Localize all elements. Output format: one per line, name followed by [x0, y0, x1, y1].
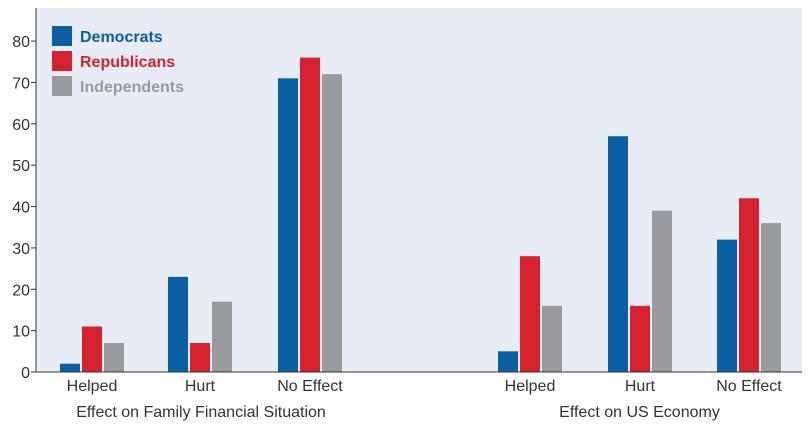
legend: Democrats Republicans Independents	[52, 26, 184, 96]
y-tick-label: 70	[12, 75, 30, 92]
bar-republicans	[630, 305, 650, 372]
y-tick-label: 40	[12, 200, 30, 217]
legend-swatch-independents	[52, 76, 72, 96]
bar-independents	[212, 301, 232, 372]
y-tick-label: 20	[12, 282, 30, 299]
y-axis: 0 10 20 30 40 50 60 70 80	[12, 8, 37, 382]
bar-republicans	[739, 198, 759, 372]
plot-area	[36, 8, 802, 372]
bar-democrats	[60, 363, 80, 372]
bar-democrats	[278, 78, 298, 373]
bar-independents	[542, 305, 562, 372]
bar-republicans	[520, 256, 540, 372]
group-label: Effect on Family Financial Situation	[76, 404, 326, 421]
bar-democrats	[498, 351, 518, 372]
legend-swatch-democrats	[52, 26, 72, 46]
y-tick-label: 50	[12, 158, 30, 175]
legend-label-republicans: Republicans	[80, 54, 175, 71]
legend-label-democrats: Democrats	[80, 29, 163, 46]
bar-republicans	[300, 57, 320, 373]
bar-independents	[652, 210, 672, 372]
category-label: No Effect	[716, 378, 782, 395]
y-tick-label: 0	[21, 365, 30, 382]
x-axis-labels: Helped Hurt No Effect Effect on Family Fina…	[67, 378, 783, 421]
bar-independents	[761, 223, 781, 372]
y-tick-label: 10	[12, 324, 30, 341]
bar-democrats	[717, 239, 737, 372]
category-label: Hurt	[625, 378, 656, 395]
legend-label-independents: Independents	[80, 79, 184, 96]
category-label: Helped	[505, 378, 556, 395]
bar-democrats	[608, 136, 628, 372]
category-label: Hurt	[185, 378, 216, 395]
bar-independents	[322, 74, 342, 372]
category-label: Helped	[67, 378, 118, 395]
legend-swatch-republicans	[52, 51, 72, 71]
bars	[36, 57, 802, 373]
y-tick-label: 30	[12, 241, 30, 258]
y-tick-label: 60	[12, 117, 30, 134]
y-tick-label: 80	[12, 34, 30, 51]
group-label: Effect on US Economy	[559, 404, 720, 421]
bar-democrats	[168, 276, 188, 372]
bar-independents	[104, 343, 124, 372]
bar-republicans	[82, 326, 102, 372]
category-label: No Effect	[277, 378, 343, 395]
bar-republicans	[190, 343, 210, 372]
